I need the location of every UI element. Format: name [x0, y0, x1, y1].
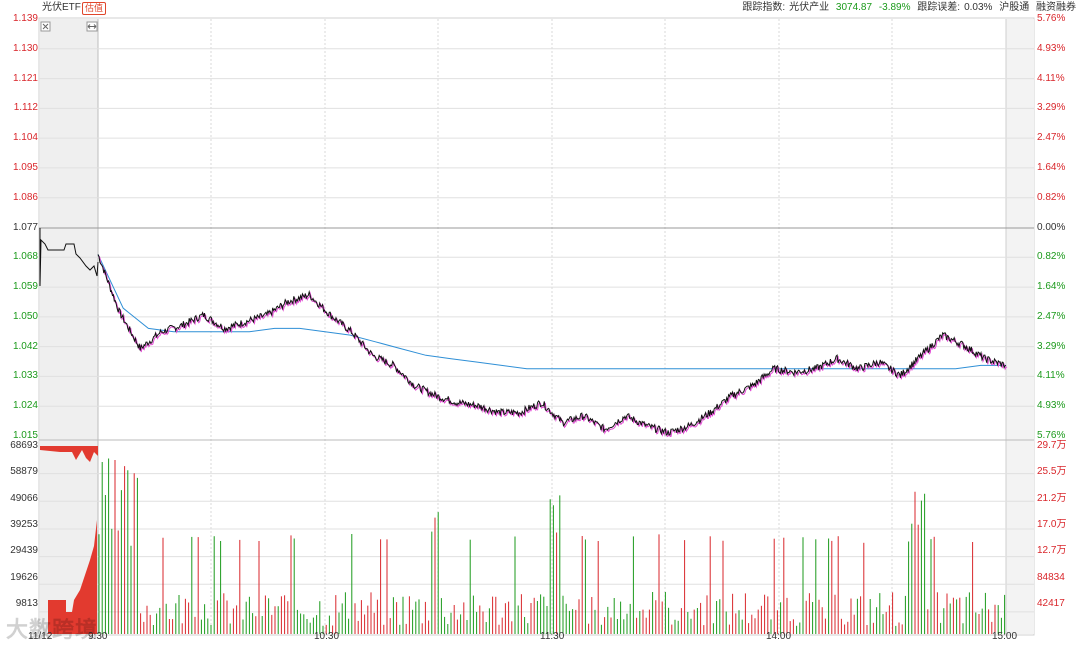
time-label-930: 9:30 [88, 631, 108, 642]
error-label: 跟踪误差: [917, 2, 961, 13]
index-change: -3.89% [878, 2, 911, 13]
price-tick-left: 1.015 [12, 430, 38, 441]
price-tick-right: 5.76% [1037, 13, 1066, 24]
volume-tick-left: 19626 [10, 572, 38, 583]
price-tick-left: 1.024 [12, 400, 38, 412]
pre-market-volume [48, 520, 97, 634]
pre-market-line [39, 228, 99, 287]
price-tick-right: 3.29% [1037, 340, 1066, 352]
price-tick-left: 1.077 [12, 221, 38, 233]
volume-tick-right: 17.0万 [1037, 519, 1067, 530]
price-tick-right: 0.00% [1037, 221, 1066, 233]
volume-tick-left: 9813 [15, 598, 38, 609]
estimate-line [98, 255, 1008, 438]
auction-volume [40, 446, 98, 462]
time-label-1030: 10:30 [314, 631, 340, 642]
error-value: 0.03% [964, 2, 993, 13]
price-tick-right: 2.47% [1037, 310, 1066, 322]
price-tick-right: 1.64% [1037, 161, 1066, 173]
volume-tick-right: 29.7万 [1037, 440, 1067, 451]
tag-hugutong[interactable]: 沪股通 [999, 2, 1030, 13]
watermark: 大数跨境 [6, 617, 99, 642]
pre-market-area [40, 19, 98, 634]
price-tick-right: 2.47% [1037, 132, 1066, 144]
price-tick-left: 1.059 [12, 281, 38, 293]
price-tick-right: 4.93% [1037, 400, 1066, 412]
volume-tick-left: 68693 [10, 440, 38, 451]
index-info: 跟踪指数: 光伏产业 3074.87 -3.89% 跟踪误差: 0.03% 沪股通 … [738, 0, 1076, 16]
price-tick-left: 1.139 [12, 13, 38, 24]
price-tick-left: 1.095 [12, 161, 38, 173]
price-tick-left: 1.050 [12, 310, 38, 322]
volume-tick-right: 12.7万 [1037, 545, 1067, 556]
price-tick-left: 1.112 [13, 102, 38, 114]
volume-tick-right: 21.2万 [1037, 493, 1067, 504]
price-tick-left: 1.130 [12, 42, 38, 54]
price-tick-right: 0.82% [1037, 251, 1066, 263]
volume-tick-right: 84834 [1037, 572, 1065, 583]
volume-tick-left: 49066 [10, 493, 38, 504]
index-label: 跟踪指数: [742, 2, 786, 13]
volume-tick-right: 25.5万 [1037, 466, 1067, 477]
price-tick-right: 1.64% [1037, 281, 1066, 293]
index-value: 3074.87 [835, 2, 873, 13]
fund-name: 光伏ETF [42, 2, 81, 13]
price-tick-left: 1.104 [12, 132, 38, 144]
price-tick-right: 5.76% [1037, 430, 1066, 441]
index-name: 光伏产业 [789, 2, 830, 13]
close-icon[interactable] [40, 21, 51, 32]
expand-icon[interactable] [86, 21, 98, 32]
volume-bars [40, 446, 1006, 634]
price-tick-right: 4.11% [1037, 72, 1065, 84]
volume-tick-left: 39253 [10, 519, 38, 530]
price-tick-left: 1.042 [12, 340, 38, 352]
price-tick-right: 4.93% [1037, 42, 1066, 54]
volume-tick-left: 29439 [10, 545, 38, 556]
price-tick-left: 1.086 [12, 191, 38, 203]
volume-tick-left: 58879 [10, 466, 38, 477]
post-market-area [1006, 19, 1034, 634]
price-tick-right: 0.82% [1037, 191, 1066, 203]
price-line [97, 254, 1007, 436]
time-label-1130: 11:30 [540, 631, 565, 642]
valuation-badge[interactable]: 估值 [82, 2, 107, 15]
volume-tick-right: 42417 [1037, 598, 1065, 609]
time-label-date: 11/12 [28, 631, 53, 642]
price-tick-right: 4.11% [1037, 370, 1065, 382]
price-tick-left: 1.033 [12, 370, 38, 382]
tag-margin[interactable]: 融资融券 [1036, 2, 1076, 13]
price-tick-right: 3.29% [1037, 102, 1066, 114]
time-label-1500: 15:00 [992, 631, 1018, 642]
price-tick-left: 1.068 [12, 251, 38, 263]
top-info-bar: 光伏ETF 估值 跟踪指数: 光伏产业 3074.87 -3.89% 跟踪误差: 0… [0, 0, 1080, 16]
price-tick-left: 1.121 [12, 72, 38, 84]
time-label-1400: 14:00 [766, 631, 792, 642]
